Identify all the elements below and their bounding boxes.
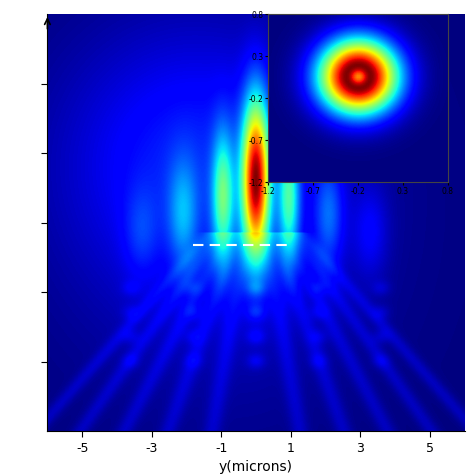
X-axis label: y(microns): y(microns) — [219, 460, 293, 474]
